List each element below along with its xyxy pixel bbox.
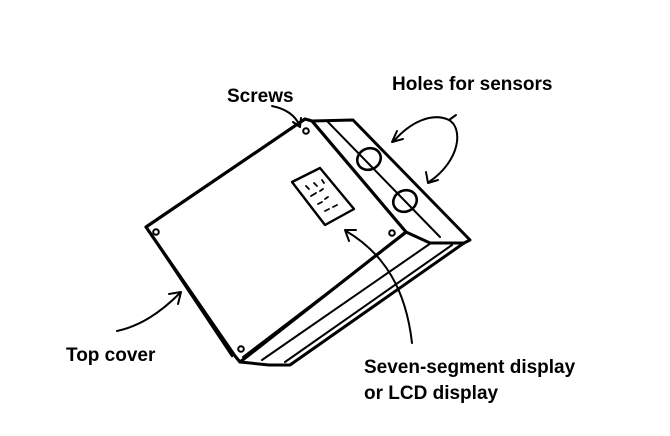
sensor-hole-1 bbox=[355, 146, 383, 172]
sensor-panel bbox=[310, 118, 472, 245]
display-arrow bbox=[345, 230, 413, 344]
display-frame bbox=[290, 166, 356, 227]
holes-arrowhead-upper bbox=[391, 130, 404, 143]
label-top-cover: Top cover bbox=[66, 345, 156, 366]
holes-brace-lower bbox=[428, 119, 459, 183]
screw-bottom bbox=[237, 345, 245, 353]
top-cover-outline bbox=[144, 117, 408, 364]
screws-arrowhead bbox=[292, 117, 302, 128]
top-cover-arrowhead bbox=[168, 291, 182, 305]
display-arrowhead bbox=[344, 229, 357, 242]
screws-arrow bbox=[271, 105, 301, 127]
label-holes-for-sensors: Holes for sensors bbox=[392, 74, 553, 95]
holes-leader bbox=[448, 114, 457, 121]
front-face bbox=[238, 241, 466, 367]
sensor-hole-2 bbox=[391, 188, 419, 214]
sensor-holes bbox=[355, 146, 419, 214]
annotation-arrows bbox=[116, 105, 459, 344]
screw-right bbox=[388, 229, 396, 237]
label-display-line1: Seven-segment display bbox=[364, 357, 576, 378]
label-screws: Screws bbox=[227, 86, 294, 107]
screws bbox=[152, 127, 396, 353]
top-cover-arrow bbox=[116, 292, 181, 332]
screw-top bbox=[302, 127, 310, 135]
screw-left bbox=[152, 228, 160, 236]
holes-brace-upper bbox=[392, 116, 450, 143]
sensor-panel-ridge bbox=[326, 120, 441, 238]
label-display-line2: or LCD display bbox=[364, 383, 499, 404]
side-edge bbox=[144, 225, 234, 358]
display-window bbox=[290, 166, 356, 227]
holes-arrowhead-lower bbox=[425, 171, 439, 184]
display-segments bbox=[305, 179, 338, 212]
device-box bbox=[144, 117, 472, 367]
front-face-inner bbox=[242, 232, 453, 363]
